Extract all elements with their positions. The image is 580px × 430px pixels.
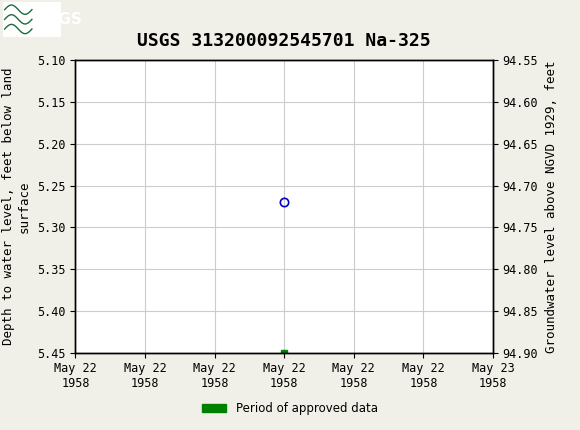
Y-axis label: Depth to water level, feet below land
surface: Depth to water level, feet below land su… xyxy=(2,68,30,345)
Title: USGS 313200092545701 Na-325: USGS 313200092545701 Na-325 xyxy=(137,32,431,50)
Legend: Period of approved data: Period of approved data xyxy=(198,397,382,420)
Bar xyxy=(3,2,61,37)
Text: USGS: USGS xyxy=(36,12,83,27)
Y-axis label: Groundwater level above NGVD 1929, feet: Groundwater level above NGVD 1929, feet xyxy=(545,60,559,353)
